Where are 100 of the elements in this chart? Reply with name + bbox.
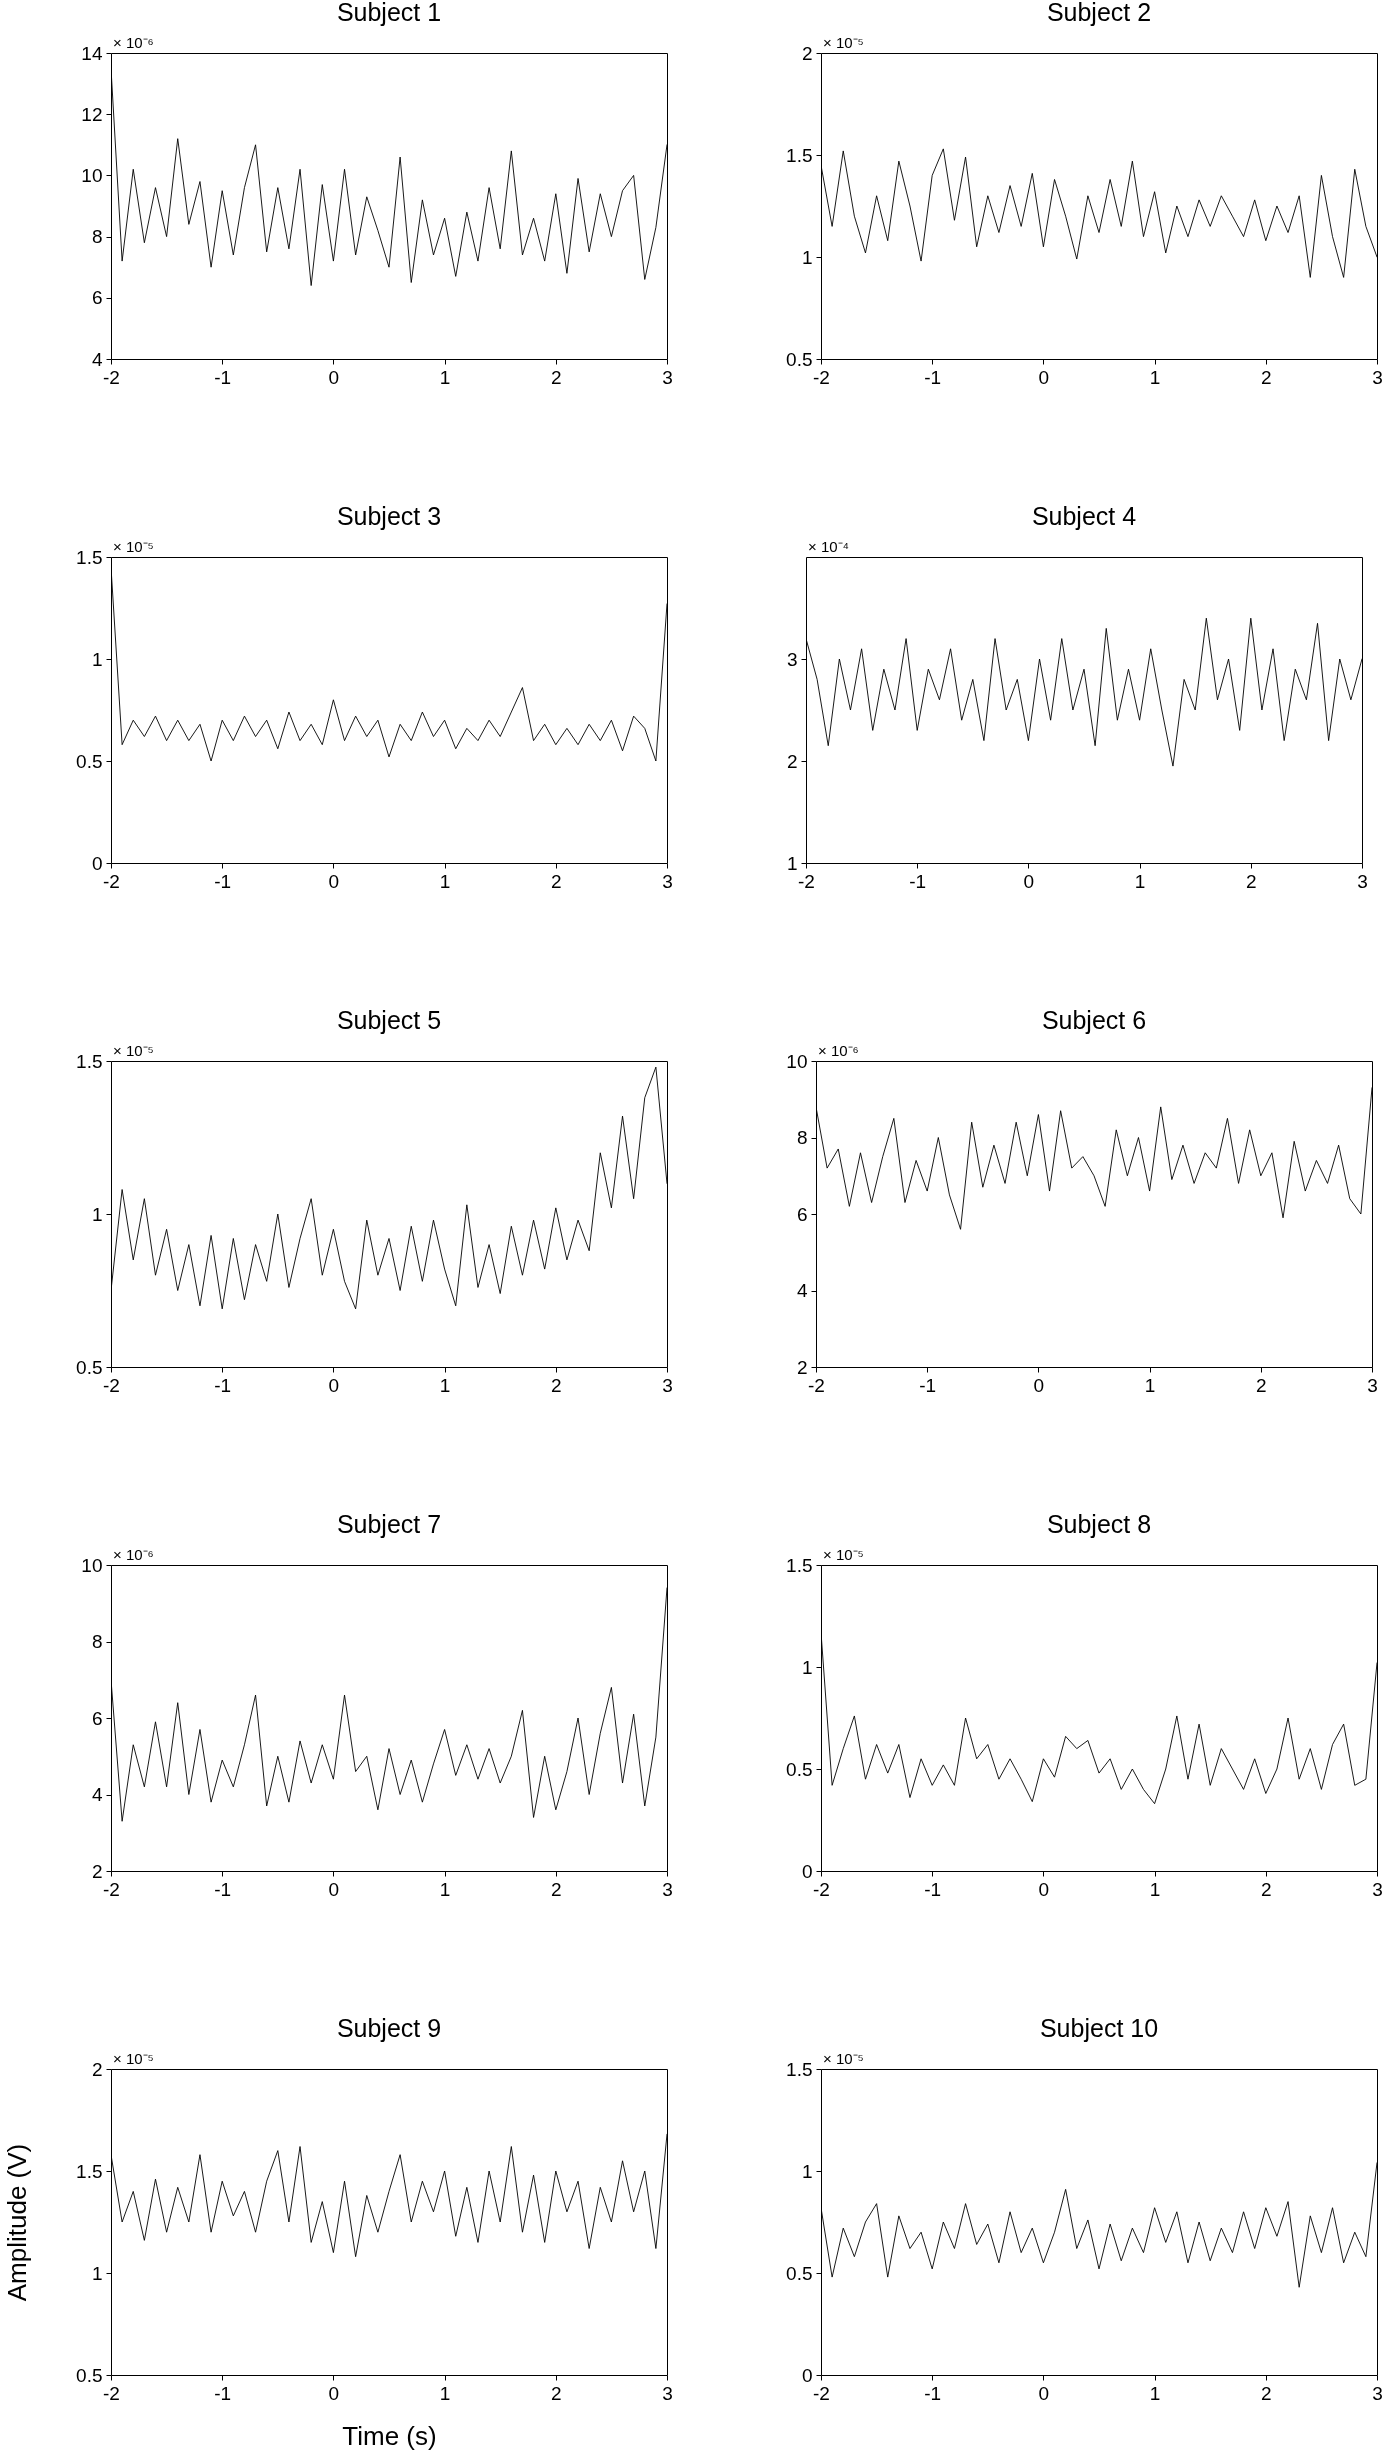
x-tick-label: 3 <box>1357 870 1368 892</box>
x-tick-label: 2 <box>1261 2382 1272 2404</box>
x-tick-label: -2 <box>813 366 830 388</box>
x-tick-label: 2 <box>1261 366 1272 388</box>
y-tick-label: 1 <box>91 2262 103 2284</box>
y-tick-label: 8 <box>91 226 103 248</box>
chart-title: Subject 10 <box>1039 2014 1159 2042</box>
chart-title: Subject 3 <box>336 502 442 530</box>
y-tick-label: 0.5 <box>76 750 103 772</box>
chart-title: Subject 9 <box>336 2014 442 2042</box>
y-tick-label: 2 <box>91 2058 103 2080</box>
x-tick-label: 2 <box>551 1374 562 1396</box>
x-tick-label: -2 <box>813 2382 830 2404</box>
text: × 10⁻⁵ <box>823 1546 864 1563</box>
x-tick-label: 0 <box>1033 1374 1045 1396</box>
x-axis-title: Time (s) <box>342 2420 437 2451</box>
x-tick-label: 2 <box>1256 1374 1267 1396</box>
text: × 10⁻⁴ <box>808 538 850 555</box>
x-tick-label: 0 <box>328 1878 340 1900</box>
x-tick-label: 0 <box>328 1374 340 1396</box>
x-tick-label: 0 <box>328 870 340 892</box>
x-tick-label: -1 <box>924 1878 942 1900</box>
text: × 10⁻⁶ <box>113 34 154 51</box>
text: × 10⁻⁵ <box>113 538 154 555</box>
chart-title: Subject 1 <box>336 0 442 26</box>
x-tick-label: 3 <box>662 1374 673 1396</box>
y-tick-label: 6 <box>91 1707 103 1729</box>
x-tick-label: -1 <box>214 366 232 388</box>
y-tick-label: 12 <box>81 103 103 125</box>
y-axis-title: Amplitude (V) <box>2 2143 33 2302</box>
y-tick-label: 1 <box>91 1203 103 1225</box>
x-tick-label: -2 <box>103 2382 120 2404</box>
x-tick-label: 1 <box>1149 1878 1161 1900</box>
x-tick-label: -1 <box>909 870 927 892</box>
x-tick-label: 2 <box>551 870 562 892</box>
x-tick-label: 0 <box>1038 366 1050 388</box>
x-tick-label: -1 <box>919 1374 937 1396</box>
text: × 10⁻⁵ <box>113 2050 154 2067</box>
y-tick-label: 0.5 <box>76 1356 103 1378</box>
x-tick-label: 0 <box>328 366 340 388</box>
x-tick-label: -1 <box>214 1374 232 1396</box>
chart-title: Subject 5 <box>336 1006 442 1034</box>
chart-title: Subject 7 <box>336 1510 442 1538</box>
y-tick-label: 3 <box>786 648 798 670</box>
y-tick-label: 1.5 <box>786 144 813 166</box>
y-tick-label: 10 <box>81 164 103 186</box>
y-tick-label: 0 <box>91 852 103 874</box>
y-tick-label: 1.5 <box>786 2058 813 2080</box>
x-tick-label: -1 <box>214 1878 232 1900</box>
x-tick-label: 2 <box>551 366 562 388</box>
x-tick-label: 1 <box>1134 870 1146 892</box>
chart-title: Subject 6 <box>1041 1006 1147 1034</box>
y-tick-label: 1 <box>91 648 103 670</box>
y-tick-label: 10 <box>81 1554 103 1576</box>
y-tick-label: 1.5 <box>76 2160 103 2182</box>
y-tick-label: 0.5 <box>76 2364 103 2386</box>
x-tick-label: 1 <box>1149 366 1161 388</box>
x-tick-label: -1 <box>214 2382 232 2404</box>
x-tick-label: 0 <box>1023 870 1035 892</box>
y-tick-label: 0.5 <box>786 1758 813 1780</box>
x-tick-label: -2 <box>813 1878 830 1900</box>
x-tick-label: 1 <box>439 1374 451 1396</box>
x-tick-label: 3 <box>1372 366 1383 388</box>
y-tick-label: 1 <box>801 2160 813 2182</box>
x-tick-label: 3 <box>1372 1878 1383 1900</box>
y-tick-label: 14 <box>81 42 103 64</box>
x-tick-label: 1 <box>1144 1374 1156 1396</box>
x-tick-label: 0 <box>1038 1878 1050 1900</box>
y-tick-label: 6 <box>796 1203 808 1225</box>
x-tick-label: 3 <box>662 1878 673 1900</box>
y-tick-label: 0.5 <box>786 2262 813 2284</box>
x-tick-label: 1 <box>439 2382 451 2404</box>
x-tick-label: 0 <box>1038 2382 1050 2404</box>
x-tick-label: 3 <box>662 870 673 892</box>
x-tick-label: 3 <box>1372 2382 1383 2404</box>
x-tick-label: 1 <box>439 870 451 892</box>
y-tick-label: 0 <box>801 2364 813 2386</box>
y-tick-label: 2 <box>796 1356 808 1378</box>
y-tick-label: 8 <box>796 1127 808 1148</box>
y-tick-label: 4 <box>796 1280 808 1301</box>
y-tick-label: 1 <box>801 246 813 268</box>
y-tick-label: 0.5 <box>786 348 813 370</box>
text: × 10⁻⁵ <box>823 2050 864 2067</box>
x-tick-label: 2 <box>1261 1878 1272 1900</box>
x-tick-label: 3 <box>662 366 673 388</box>
y-tick-label: 2 <box>786 750 798 772</box>
x-tick-label: 3 <box>1367 1374 1378 1396</box>
y-tick-label: 10 <box>786 1050 808 1072</box>
x-tick-label: -2 <box>103 870 120 892</box>
y-tick-label: 4 <box>91 1784 103 1805</box>
x-tick-label: -2 <box>103 1878 120 1900</box>
x-tick-label: 1 <box>1149 2382 1161 2404</box>
x-tick-label: -2 <box>103 1374 120 1396</box>
text: × 10⁻⁵ <box>113 1042 154 1059</box>
y-tick-label: 4 <box>91 348 103 370</box>
chart-title: Subject 2 <box>1046 0 1152 26</box>
x-tick-label: -2 <box>808 1374 825 1396</box>
y-tick-label: 2 <box>801 42 813 64</box>
x-tick-label: 3 <box>662 2382 673 2404</box>
x-tick-label: -2 <box>798 870 815 892</box>
